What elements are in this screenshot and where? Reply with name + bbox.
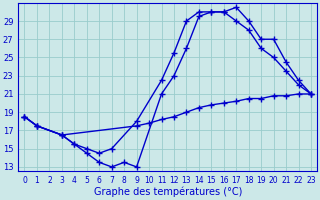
X-axis label: Graphe des températures (°C): Graphe des températures (°C) bbox=[93, 187, 242, 197]
